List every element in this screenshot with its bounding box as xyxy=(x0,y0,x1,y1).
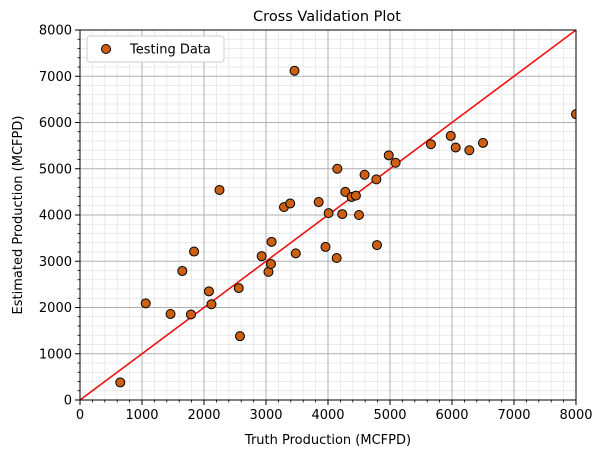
data-point xyxy=(185,309,196,320)
y-tick-label: 4000 xyxy=(39,209,72,224)
y-tick-label: 8000 xyxy=(39,24,72,39)
data-point xyxy=(256,251,267,262)
data-point xyxy=(350,190,361,201)
legend-box xyxy=(86,35,225,63)
y-tick-label: 0 xyxy=(64,394,72,409)
y-axis-label: Estimated Production (MCFPD) xyxy=(11,116,26,315)
legend: Testing Data xyxy=(86,35,225,63)
data-point xyxy=(371,174,382,185)
y-tick-label: 2000 xyxy=(39,301,72,316)
x-axis-label: Truth Production (MCFPD) xyxy=(244,433,411,448)
data-point xyxy=(425,139,436,150)
data-point xyxy=(390,157,401,168)
data-point xyxy=(332,163,343,174)
data-point xyxy=(323,208,334,219)
data-point xyxy=(313,197,324,208)
x-tick-label: 8000 xyxy=(559,408,592,423)
data-point xyxy=(464,145,475,156)
x-axis-ticks: 0 1000 2000 3000 4000 5000 6000 7000 8000 xyxy=(76,400,593,423)
x-tick-label: 0 xyxy=(76,408,84,423)
data-point xyxy=(214,185,225,196)
data-point xyxy=(140,298,151,309)
data-point xyxy=(115,377,126,388)
data-point xyxy=(337,209,348,220)
data-point xyxy=(359,169,370,180)
x-tick-label: 1000 xyxy=(125,408,158,423)
y-axis-ticks: 0 1000 2000 3000 4000 5000 6000 7000 8000 xyxy=(39,24,80,409)
y-tick-label: 3000 xyxy=(39,255,72,270)
data-point xyxy=(371,240,382,251)
data-point xyxy=(383,150,394,161)
data-point xyxy=(165,308,176,319)
data-point xyxy=(266,236,277,247)
data-point xyxy=(354,210,364,220)
data-point xyxy=(285,198,296,209)
data-point xyxy=(320,241,331,252)
data-point xyxy=(206,299,217,310)
data-point xyxy=(203,286,214,297)
data-point xyxy=(289,65,300,76)
chart-title: Cross Validation Plot xyxy=(253,9,401,25)
data-point xyxy=(571,109,576,120)
data-point xyxy=(265,259,276,270)
data-point xyxy=(177,265,188,276)
plot-area: 0 1000 2000 3000 4000 5000 6000 7000 8000 0 1000 2… xyxy=(39,24,593,424)
data-points xyxy=(115,65,576,388)
y-tick-label: 1000 xyxy=(39,347,72,362)
data-point xyxy=(189,246,200,257)
x-tick-label: 2000 xyxy=(187,408,220,423)
legend-label: Testing Data xyxy=(129,43,211,58)
data-point xyxy=(450,142,461,153)
x-tick-label: 6000 xyxy=(435,408,468,423)
data-point xyxy=(233,283,244,294)
data-point xyxy=(234,331,245,342)
y-tick-label: 5000 xyxy=(39,162,72,177)
data-point xyxy=(478,137,488,148)
x-tick-label: 5000 xyxy=(373,408,406,423)
data-point xyxy=(331,253,342,264)
x-tick-label: 4000 xyxy=(311,408,344,423)
y-tick-label: 7000 xyxy=(39,70,72,85)
data-point xyxy=(445,130,456,141)
data-point xyxy=(290,248,301,259)
y-tick-label: 6000 xyxy=(39,116,72,131)
x-tick-label: 3000 xyxy=(249,408,282,423)
x-tick-label: 7000 xyxy=(497,408,530,423)
legend-marker xyxy=(101,44,111,54)
